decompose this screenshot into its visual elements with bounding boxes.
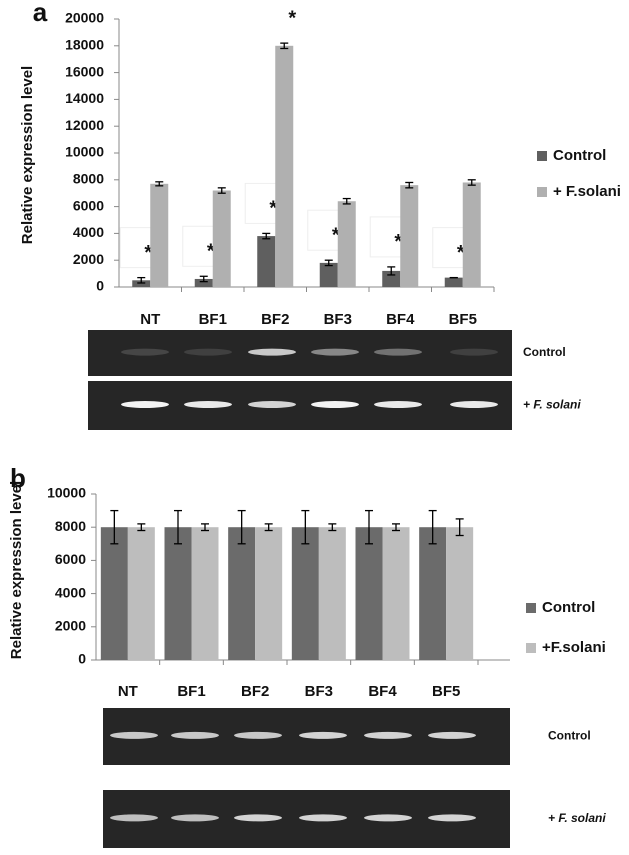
gel-band [364, 732, 412, 739]
gel-band [110, 814, 158, 821]
x-tick-label: BF2 [261, 311, 289, 328]
gel-band [234, 814, 282, 821]
bar [128, 527, 155, 660]
bar [192, 527, 219, 660]
legend-swatch [526, 603, 536, 613]
gel-band [450, 401, 498, 408]
y-tick-label: 6000 [55, 551, 86, 567]
y-tick-label: 4000 [55, 584, 86, 600]
gel-label: Control [548, 729, 591, 743]
bar [165, 527, 192, 660]
y-tick-label: 8000 [55, 518, 86, 534]
x-tick-label: BF1 [177, 683, 205, 700]
bar [383, 527, 410, 660]
bar [257, 236, 275, 287]
legend-swatch [537, 151, 547, 161]
gel-band [171, 814, 219, 821]
y-tick-label: 0 [78, 651, 86, 667]
bar [213, 191, 231, 287]
y-tick-label: 6000 [73, 197, 104, 213]
bar [419, 527, 446, 660]
bar [150, 184, 168, 287]
gel-band [121, 401, 169, 408]
bar [319, 527, 346, 660]
legend-label: + F.solani [553, 183, 621, 200]
gel-band [234, 732, 282, 739]
gel-band [311, 401, 359, 408]
x-tick-label: BF4 [368, 683, 397, 700]
significance-mark: * [288, 7, 296, 29]
figure: a Relative expression level 0 2000 4000 6000 8… [0, 0, 629, 855]
panel-letter: a [33, 0, 48, 27]
bar [445, 278, 463, 287]
x-tick-label: BF1 [199, 311, 227, 328]
legend-label: Control [553, 147, 606, 164]
gel-band [364, 814, 412, 821]
y-tick-label: 2000 [73, 251, 104, 267]
y-tick-label: 20000 [65, 10, 104, 26]
legend-swatch [526, 643, 536, 653]
y-tick-label: 16000 [65, 63, 104, 79]
gel-band [299, 732, 347, 739]
bar [275, 46, 293, 287]
gel-band [450, 349, 498, 356]
gel-band [299, 814, 347, 821]
gel-band [311, 349, 359, 356]
bar [228, 527, 255, 660]
gel-band [110, 732, 158, 739]
legend-swatch [537, 187, 547, 197]
legend-label: +F.solani [542, 639, 606, 656]
x-tick-label: NT [118, 683, 138, 700]
y-tick-label: 18000 [65, 37, 104, 53]
y-tick-label: 10000 [65, 144, 104, 160]
bar [101, 527, 128, 660]
x-tick-label: BF5 [449, 311, 477, 328]
y-tick-label: 12000 [65, 117, 104, 133]
bar [463, 182, 481, 287]
gel-band [428, 814, 476, 821]
legend-label: Control [542, 599, 595, 616]
gel-band [374, 349, 422, 356]
gel-label: + F. solani [548, 811, 606, 825]
x-tick-label: NT [140, 311, 160, 328]
y-tick-label: 10000 [47, 485, 86, 501]
gel-band [184, 401, 232, 408]
x-tick-label: BF2 [241, 683, 269, 700]
y-tick-label: 8000 [73, 171, 104, 187]
bar [320, 263, 338, 287]
gel-band [248, 349, 296, 356]
gel-band [121, 349, 169, 356]
x-tick-label: BF3 [305, 683, 333, 700]
y-tick-label: 0 [96, 278, 104, 294]
y-tick-label: 2000 [55, 618, 86, 634]
gel-band [374, 401, 422, 408]
bar [255, 527, 282, 660]
gel-band [171, 732, 219, 739]
bar [446, 527, 473, 660]
gel-band [248, 401, 296, 408]
y-axis-label: Relative expression level [8, 481, 25, 659]
bar [400, 185, 418, 287]
gel-label: Control [523, 345, 566, 359]
x-tick-label: BF4 [386, 311, 415, 328]
gel-band [184, 349, 232, 356]
gel-band [428, 732, 476, 739]
x-tick-label: BF3 [324, 311, 352, 328]
bar [292, 527, 319, 660]
y-tick-label: 14000 [65, 90, 104, 106]
bar [356, 527, 383, 660]
x-tick-label: BF5 [432, 683, 460, 700]
bar [338, 201, 356, 287]
y-axis-label: Relative expression level [19, 66, 36, 244]
gel-label: + F. solani [523, 398, 581, 412]
y-tick-label: 4000 [73, 224, 104, 240]
